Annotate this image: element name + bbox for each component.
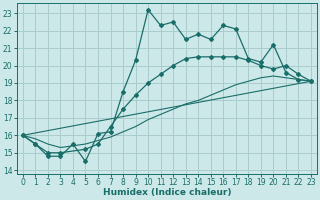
X-axis label: Humidex (Indice chaleur): Humidex (Indice chaleur): [103, 188, 231, 197]
